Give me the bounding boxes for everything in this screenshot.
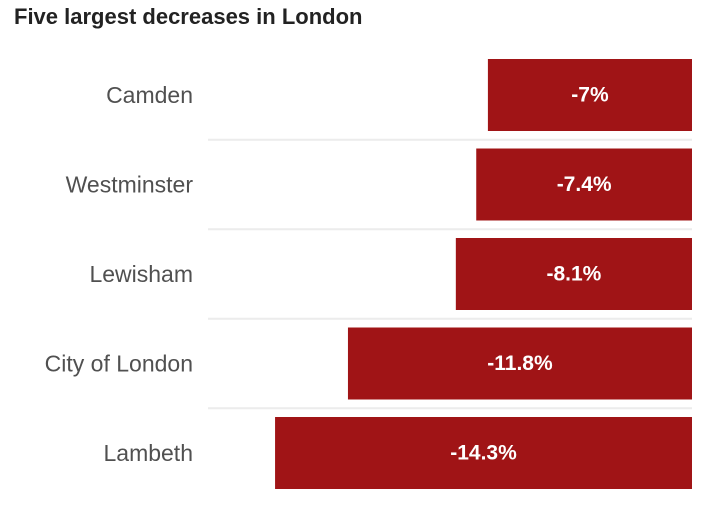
bar [455,238,692,310]
bar [487,59,692,131]
category-label: Lewisham [89,261,193,287]
bar-value-label: -14.3% [450,442,517,465]
bar [347,327,692,400]
chart-title: Five largest decreases in London [14,4,363,29]
bar-value-label: -7.4% [557,173,612,196]
bar-value-label: -11.8% [487,352,553,375]
bar-value-label: -8.1% [546,263,601,286]
bar-value-label: -7% [571,84,609,107]
category-label: City of London [45,351,193,377]
category-label: Camden [106,82,193,108]
bar [476,148,692,221]
bar [275,417,692,489]
category-label: Westminster [66,172,194,198]
category-label: Lambeth [103,440,193,466]
